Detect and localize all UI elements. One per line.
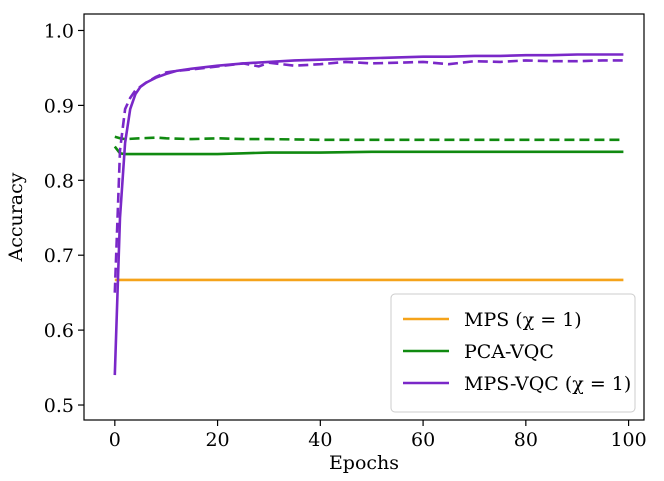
series-line-5-dashed bbox=[113, 59, 624, 293]
x-tick-label: 60 bbox=[411, 429, 435, 451]
legend-label-2: PCA-VQC bbox=[464, 341, 554, 363]
x-tick-label: 40 bbox=[308, 429, 332, 451]
y-tick-label: 0.7 bbox=[44, 245, 74, 267]
x-tick-label: 0 bbox=[109, 429, 121, 451]
x-axis-title: Epochs bbox=[329, 452, 399, 474]
y-tick-label: 0.5 bbox=[44, 395, 74, 417]
y-axis-title: Accuracy bbox=[5, 172, 27, 262]
legend-box bbox=[390, 293, 636, 413]
series-line-4-solid bbox=[113, 53, 624, 376]
series-layer bbox=[113, 53, 624, 376]
x-tick-label: 20 bbox=[205, 429, 229, 451]
legend: MPS (χ = 1) PCA-VQC MPS-VQC (χ = 1) bbox=[390, 293, 636, 413]
plot-frame bbox=[83, 13, 645, 421]
y-tick-label: 0.6 bbox=[44, 320, 74, 342]
y-axis: 0.5 0.6 0.7 0.8 0.9 1.0 bbox=[44, 20, 84, 417]
x-tick-label: 80 bbox=[514, 429, 538, 451]
legend-label-1: MPS (χ = 1) bbox=[464, 309, 582, 331]
legend-label-3: MPS-VQC (χ = 1) bbox=[464, 373, 631, 395]
x-tick-label: 100 bbox=[610, 429, 646, 451]
series-line-3-dashed bbox=[114, 135, 624, 142]
y-tick-label: 1.0 bbox=[44, 20, 74, 42]
series-line-2-solid bbox=[113, 145, 624, 156]
y-tick-label: 0.9 bbox=[44, 95, 74, 117]
x-axis: 0 20 40 60 80 100 bbox=[109, 420, 647, 451]
y-tick-label: 0.8 bbox=[44, 170, 74, 192]
